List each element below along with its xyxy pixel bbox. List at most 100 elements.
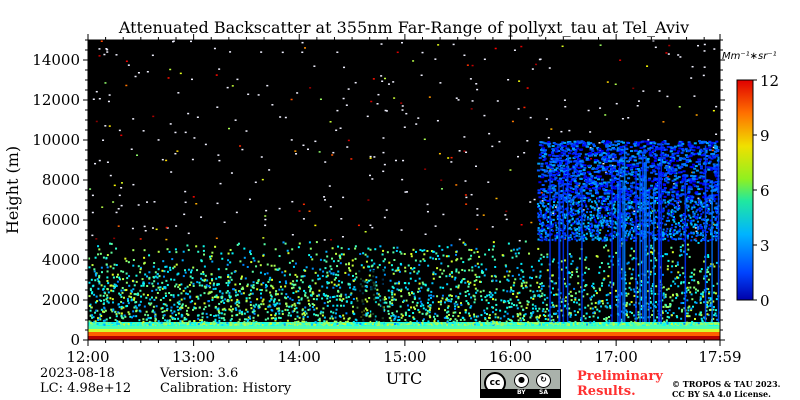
backscatter-pixel xyxy=(239,290,242,293)
backscatter-pixel xyxy=(690,323,693,326)
cloud-pixel xyxy=(671,159,675,162)
backscatter-pixel xyxy=(295,321,298,324)
backscatter-pixel xyxy=(337,270,340,273)
backscatter-pixel xyxy=(257,279,260,282)
noise-pixel xyxy=(367,199,370,201)
noise-pixel xyxy=(332,151,335,154)
backscatter-pixel xyxy=(466,289,469,292)
backscatter-pixel xyxy=(434,312,437,315)
backscatter-pixel xyxy=(172,267,175,270)
backscatter-pixel xyxy=(530,277,533,280)
backscatter-pixel xyxy=(240,311,243,314)
backscatter-pixel xyxy=(524,240,527,243)
backscatter-pixel xyxy=(148,320,151,323)
backscatter-pixel xyxy=(419,305,422,308)
backscatter-pixel xyxy=(513,281,516,284)
backscatter-pixel xyxy=(160,307,163,310)
backscatter-pixel xyxy=(542,314,545,317)
backscatter-pixel xyxy=(457,315,460,318)
cloud-pixel xyxy=(698,140,702,143)
cloud-pixel xyxy=(661,188,665,191)
backscatter-pixel xyxy=(670,271,673,274)
backscatter-pixel xyxy=(343,323,346,326)
backscatter-pixel xyxy=(585,256,588,259)
backscatter-pixel xyxy=(635,322,638,325)
cloud-pixel xyxy=(634,170,638,173)
cloud-pixel xyxy=(705,189,709,192)
backscatter-pixel xyxy=(608,319,611,322)
backscatter-pixel xyxy=(469,323,472,326)
backscatter-pixel xyxy=(339,256,342,259)
backscatter-pixel xyxy=(676,276,679,279)
backscatter-pixel xyxy=(233,270,236,273)
backscatter-pixel xyxy=(620,293,623,296)
backscatter-pixel xyxy=(120,307,123,310)
backscatter-pixel xyxy=(226,300,229,303)
backscatter-pixel xyxy=(186,323,189,326)
backscatter-pixel xyxy=(455,259,458,262)
backscatter-pixel xyxy=(531,307,534,310)
backscatter-pixel xyxy=(679,323,682,326)
cloud-pixel xyxy=(655,146,659,149)
backscatter-pixel xyxy=(352,322,355,325)
backscatter-pixel xyxy=(143,305,146,308)
backscatter-pixel xyxy=(683,297,686,300)
backscatter-pixel xyxy=(693,286,696,289)
backscatter-pixel xyxy=(297,290,300,293)
backscatter-pixel xyxy=(217,314,220,317)
backscatter-pixel xyxy=(339,286,342,289)
backscatter-pixel xyxy=(481,323,484,326)
backscatter-pixel xyxy=(185,312,188,315)
backscatter-pixel xyxy=(105,298,108,301)
backscatter-pixel xyxy=(441,294,444,297)
backscatter-pixel xyxy=(95,309,98,312)
backscatter-pixel xyxy=(646,281,649,284)
backscatter-pixel xyxy=(279,322,282,325)
backscatter-pixel xyxy=(709,297,712,300)
backscatter-pixel xyxy=(516,292,519,295)
backscatter-pixel xyxy=(456,258,459,261)
backscatter-pixel xyxy=(668,316,671,319)
backscatter-pixel xyxy=(418,290,421,293)
backscatter-pixel xyxy=(453,302,456,305)
backscatter-pixel xyxy=(155,288,158,291)
backscatter-pixel xyxy=(414,297,417,300)
noise-pixel xyxy=(531,68,534,70)
cloud-pixel xyxy=(702,175,706,178)
backscatter-pixel xyxy=(547,323,550,326)
backscatter-pixel xyxy=(419,323,422,326)
backscatter-pixel xyxy=(692,322,695,325)
backscatter-pixel xyxy=(495,279,498,282)
backscatter-pixel xyxy=(715,298,718,301)
backscatter-pixel xyxy=(528,252,531,255)
backscatter-pixel xyxy=(634,323,637,326)
backscatter-pixel xyxy=(512,323,515,326)
backscatter-pixel xyxy=(198,281,201,284)
backscatter-pixel xyxy=(514,323,517,326)
backscatter-pixel xyxy=(164,303,167,306)
backscatter-pixel xyxy=(183,323,186,326)
noise-pixel xyxy=(98,55,101,57)
backscatter-pixel xyxy=(415,323,418,326)
backscatter-pixel xyxy=(162,303,165,306)
backscatter-pixel xyxy=(186,285,189,288)
backscatter-pixel xyxy=(88,304,91,307)
backscatter-pixel xyxy=(712,323,715,326)
backscatter-pixel xyxy=(344,271,347,274)
cloud-pixel xyxy=(689,186,693,189)
noise-pixel xyxy=(342,196,345,199)
backscatter-pixel xyxy=(429,256,432,259)
noise-pixel xyxy=(174,131,177,134)
noise-pixel xyxy=(381,80,384,83)
backscatter-pixel xyxy=(585,312,588,315)
backscatter-pixel xyxy=(258,304,261,307)
backscatter-pixel xyxy=(536,281,539,284)
backscatter-pixel xyxy=(273,299,276,302)
backscatter-pixel xyxy=(117,311,120,314)
backscatter-pixel xyxy=(291,304,294,307)
backscatter-pixel xyxy=(625,304,628,307)
backscatter-pixel xyxy=(532,269,535,272)
cloud-pixel xyxy=(698,160,702,163)
backscatter-pixel xyxy=(445,298,448,301)
backscatter-pixel xyxy=(378,321,381,324)
